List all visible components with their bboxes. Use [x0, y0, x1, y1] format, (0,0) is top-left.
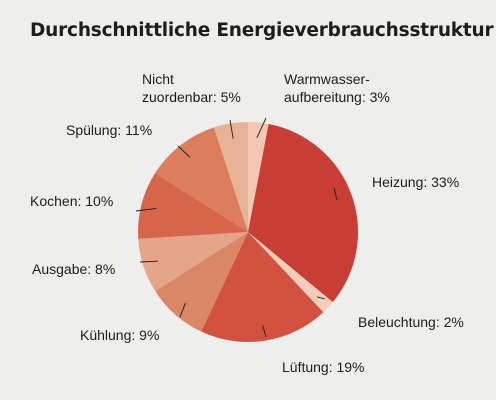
- label-leader-line: [135, 208, 157, 212]
- slice-label: Spülung: 11%: [66, 122, 152, 138]
- pie-labels: Warmwasser-aufbereitung: 3% Heizung: 33% B…: [30, 71, 464, 375]
- pie-slice: [155, 232, 248, 332]
- pie-slices: [138, 122, 359, 343]
- pie-slice: [248, 123, 359, 303]
- slice-label-line: Spülung: 11%: [66, 122, 152, 138]
- slice-label: Nicht zuordenbar: 5%: [142, 71, 241, 105]
- pie-slice: [138, 173, 248, 239]
- label-leader-line: [179, 302, 186, 318]
- pie-slice: [248, 232, 333, 313]
- label-leader-line: [256, 117, 267, 139]
- slice-label: Lüftung: 19%: [282, 359, 365, 375]
- pie-slice: [248, 122, 269, 232]
- slice-label-line: Nicht: [142, 71, 174, 87]
- slice-label-line: Ausgabe: 8%: [32, 261, 115, 277]
- slice-label-line: Kühlung: 9%: [80, 327, 159, 343]
- slice-label-line: zuordenbar: 5%: [142, 89, 241, 105]
- slice-label: Kochen: 10%: [30, 193, 113, 209]
- slice-label: Warmwasser-aufbereitung: 3%: [284, 71, 390, 105]
- pie-slice: [155, 127, 248, 232]
- slice-label-line: Warmwasser-: [284, 71, 370, 87]
- chart-title: Durchschnittliche Energieverbrauchsstruk…: [30, 20, 494, 41]
- slice-label-line: Lüftung: 19%: [282, 359, 365, 375]
- label-leader-line: [316, 296, 326, 300]
- pie-slice: [138, 232, 248, 291]
- slice-label: Heizung: 33%: [372, 174, 459, 190]
- label-leader-line: [177, 145, 191, 158]
- label-leader-line: [229, 119, 234, 139]
- slice-label-line: Beleuchtung: 2%: [358, 314, 464, 330]
- slice-label-line: aufbereitung: 3%: [284, 89, 390, 105]
- label-leader-line: [139, 260, 159, 263]
- pie-slice: [201, 232, 324, 343]
- slice-label-line: Kochen: 10%: [30, 193, 113, 209]
- slice-label: Ausgabe: 8%: [32, 261, 115, 277]
- slice-label: Beleuchtung: 2%: [358, 314, 464, 330]
- label-leader-line: [333, 187, 338, 201]
- label-leader-line: [262, 325, 267, 338]
- pie-slice: [214, 122, 248, 232]
- slice-label-line: Heizung: 33%: [372, 174, 459, 190]
- slice-label: Kühlung: 9%: [80, 327, 159, 343]
